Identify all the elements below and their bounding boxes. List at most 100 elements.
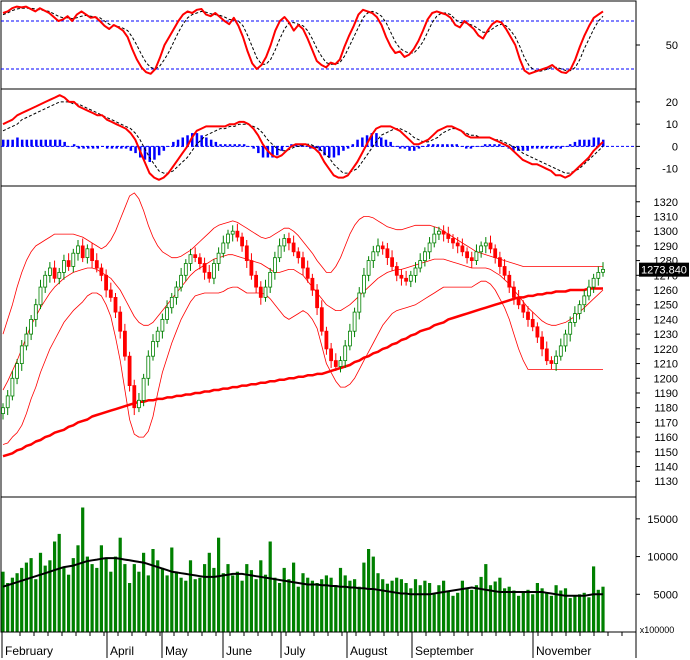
price-candle-up <box>483 242 488 247</box>
price-candle-up <box>479 245 484 253</box>
volume-bar <box>156 560 160 632</box>
volume-bar <box>517 595 521 632</box>
volume-bar <box>109 571 113 632</box>
volume-bar <box>460 580 464 632</box>
price-candle-down <box>249 260 254 276</box>
price-candle-down <box>104 274 108 291</box>
volume-tick-label: 15000 <box>647 514 678 526</box>
price-candle-up <box>174 286 179 298</box>
price-candle-up <box>85 248 90 259</box>
volume-bar <box>512 590 516 632</box>
price-candle-up <box>282 238 287 247</box>
month-label: August <box>350 644 388 658</box>
price-candle-down <box>197 257 202 265</box>
macd-histogram-bar <box>545 146 548 149</box>
macd-histogram-bar <box>63 141 66 147</box>
price-candle-down <box>315 289 320 309</box>
volume-bar <box>582 592 586 632</box>
price-candle-up <box>582 295 587 306</box>
volume-bar <box>212 567 216 632</box>
price-tick-label: 1130 <box>654 476 678 488</box>
volume-bar <box>231 575 235 632</box>
macd-histogram-bar <box>68 146 71 147</box>
macd-histogram-bar <box>502 146 506 147</box>
volume-bar <box>235 571 239 632</box>
price-candle-down <box>132 385 137 409</box>
price-candle-up <box>432 233 437 244</box>
macd-histogram-bar <box>25 139 29 147</box>
price-candle-down <box>441 230 446 235</box>
price-candle-up <box>347 330 352 347</box>
volume-bar <box>385 583 389 632</box>
macd-histogram-bar <box>474 146 477 147</box>
volume-bar <box>413 579 418 632</box>
price-candle-down <box>451 238 455 244</box>
volume-bar <box>1 571 5 632</box>
macd-histogram-bar <box>592 137 596 147</box>
macd-histogram-bar <box>115 146 118 149</box>
month-label: February <box>5 644 53 658</box>
volume-bar <box>292 562 296 632</box>
macd-histogram-bar <box>44 139 47 147</box>
macd-histogram-bar <box>294 144 298 147</box>
volume-tick-label: 5000 <box>654 589 678 601</box>
volume-bar <box>442 580 446 632</box>
price-candle-up <box>357 292 362 313</box>
volume-bar <box>526 589 530 632</box>
volume-bar <box>329 577 333 632</box>
price-candle-down <box>507 274 512 288</box>
volume-bar <box>587 597 591 632</box>
macd-histogram-bar <box>247 146 251 147</box>
macd-histogram-bar <box>554 146 558 149</box>
macd-histogram-bar <box>30 139 33 147</box>
price-candle-down <box>235 230 240 238</box>
macd-histogram-bar <box>176 139 180 147</box>
price-candle-down <box>544 348 549 362</box>
volume-bar <box>390 580 394 632</box>
volume-bar <box>399 579 403 632</box>
macd-histogram-bar <box>181 137 184 147</box>
volume-bar <box>362 562 366 632</box>
price-candle-down <box>390 257 395 267</box>
macd-histogram-bar <box>483 144 487 147</box>
price-candle-up <box>5 395 10 409</box>
volume-bar <box>306 577 310 632</box>
macd-histogram-bar <box>337 146 340 156</box>
macd-histogram-bar <box>49 139 52 147</box>
price-candle-down <box>530 318 535 328</box>
macd-histogram-bar <box>465 146 468 149</box>
price-candle-down <box>497 257 502 267</box>
volume-bar <box>437 585 441 632</box>
month-label: June <box>226 644 252 658</box>
macd-histogram-bar <box>488 144 492 147</box>
volume-bar <box>320 579 324 632</box>
price-candle-up <box>188 254 193 264</box>
volume-bar <box>334 585 338 632</box>
volume-bar <box>301 573 305 632</box>
volume-bar <box>24 562 28 632</box>
price-candle-down <box>118 311 123 332</box>
volume-bar <box>184 580 188 632</box>
price-candle-up <box>277 245 282 259</box>
price-candle-up <box>413 267 418 276</box>
volume-bar <box>287 579 291 632</box>
price-candle-up <box>436 230 441 235</box>
macd-histogram-bar <box>356 139 359 147</box>
price-candle-up <box>155 330 160 342</box>
price-candle-up <box>226 233 230 244</box>
price-candle-down <box>380 245 385 250</box>
price-candle-up <box>76 245 80 254</box>
macd-tick-label: 20 <box>666 97 678 109</box>
macd-histogram-bar <box>540 146 544 149</box>
volume-bar <box>474 585 478 632</box>
macd-histogram-bar <box>436 144 440 147</box>
macd-histogram-bar <box>205 137 208 147</box>
macd-histogram-bar <box>148 146 151 162</box>
price-candle-up <box>43 274 48 288</box>
volume-bar <box>418 585 422 632</box>
volume-bar <box>549 595 553 632</box>
macd-histogram-bar <box>11 139 14 147</box>
price-candle-up <box>165 307 170 320</box>
price-candle-up <box>361 274 366 294</box>
volume-bar <box>90 564 94 632</box>
